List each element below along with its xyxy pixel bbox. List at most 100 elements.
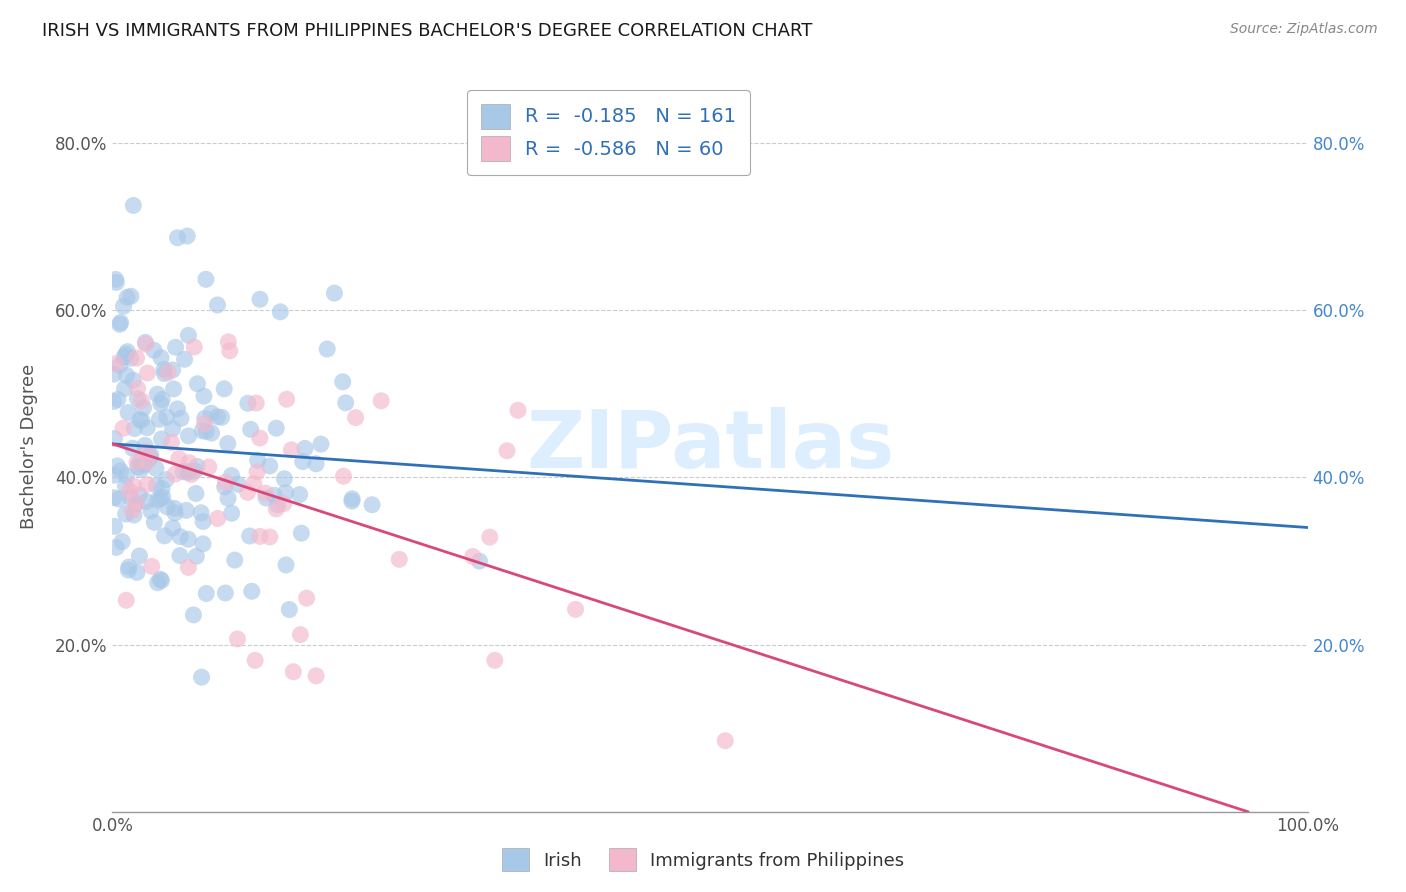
Legend: Irish, Immigrants from Philippines: Irish, Immigrants from Philippines: [495, 841, 911, 879]
Point: [143, 343, 166, 358]
Point: [190, 670, 212, 684]
Point: [163, 501, 186, 516]
Point: [110, 316, 132, 330]
Point: [132, 401, 155, 415]
Point: [112, 421, 135, 435]
Point: [131, 413, 153, 427]
Point: [340, 494, 363, 508]
Point: [153, 362, 176, 376]
Point: [127, 381, 149, 395]
Point: [114, 507, 136, 521]
Point: [259, 458, 281, 473]
Point: [217, 334, 239, 349]
Point: [165, 340, 187, 354]
Point: [125, 455, 148, 469]
Point: [478, 530, 501, 544]
Point: [468, 554, 491, 568]
Point: [152, 490, 174, 504]
Point: [162, 363, 184, 377]
Point: [157, 365, 180, 379]
Point: [103, 394, 125, 409]
Point: [166, 231, 188, 245]
Point: [110, 464, 132, 478]
Point: [190, 506, 212, 520]
Point: [117, 563, 139, 577]
Point: [714, 733, 737, 747]
Point: [195, 586, 218, 600]
Point: [273, 472, 295, 486]
Point: [186, 376, 208, 391]
Point: [461, 549, 484, 564]
Point: [122, 198, 145, 212]
Point: [254, 491, 277, 505]
Point: [246, 465, 269, 479]
Point: [183, 607, 205, 622]
Point: [294, 442, 316, 456]
Point: [274, 558, 297, 572]
Point: [118, 483, 141, 498]
Point: [172, 465, 194, 479]
Point: [136, 421, 159, 435]
Point: [288, 487, 311, 501]
Point: [120, 289, 142, 303]
Point: [129, 462, 152, 476]
Point: [143, 516, 166, 530]
Point: [162, 382, 184, 396]
Text: IRISH VS IMMIGRANTS FROM PHILIPPINES BACHELOR'S DEGREE CORRELATION CHART: IRISH VS IMMIGRANTS FROM PHILIPPINES BAC…: [42, 22, 813, 40]
Point: [280, 442, 302, 457]
Point: [332, 469, 354, 483]
Point: [105, 458, 128, 473]
Point: [191, 515, 214, 529]
Point: [125, 495, 148, 509]
Point: [122, 479, 145, 493]
Point: [103, 491, 125, 505]
Point: [134, 438, 156, 452]
Point: [221, 468, 243, 483]
Point: [246, 453, 269, 467]
Point: [195, 425, 218, 439]
Point: [132, 458, 155, 472]
Point: [305, 457, 328, 471]
Point: [240, 584, 263, 599]
Point: [278, 602, 301, 616]
Point: [128, 549, 150, 563]
Point: [200, 425, 222, 440]
Point: [104, 272, 127, 286]
Point: [165, 467, 187, 481]
Point: [273, 497, 295, 511]
Point: [103, 468, 125, 483]
Point: [136, 455, 159, 469]
Point: [120, 491, 142, 505]
Point: [245, 396, 267, 410]
Point: [193, 417, 215, 431]
Point: [160, 435, 183, 450]
Point: [316, 342, 339, 356]
Point: [291, 455, 314, 469]
Point: [226, 632, 249, 646]
Point: [124, 421, 146, 435]
Point: [120, 351, 142, 366]
Point: [239, 529, 262, 543]
Point: [127, 459, 149, 474]
Point: [191, 424, 214, 438]
Point: [163, 506, 186, 520]
Point: [117, 405, 139, 419]
Point: [153, 367, 176, 381]
Point: [263, 488, 285, 502]
Point: [212, 382, 235, 396]
Point: [180, 467, 202, 482]
Point: [118, 560, 141, 574]
Point: [290, 627, 312, 641]
Point: [148, 412, 170, 426]
Point: [193, 389, 215, 403]
Point: [115, 290, 138, 304]
Point: [290, 526, 312, 541]
Point: [176, 229, 198, 244]
Point: [496, 443, 519, 458]
Point: [194, 411, 217, 425]
Point: [103, 432, 125, 446]
Point: [191, 537, 214, 551]
Point: [183, 340, 205, 354]
Point: [264, 421, 287, 435]
Point: [107, 392, 129, 407]
